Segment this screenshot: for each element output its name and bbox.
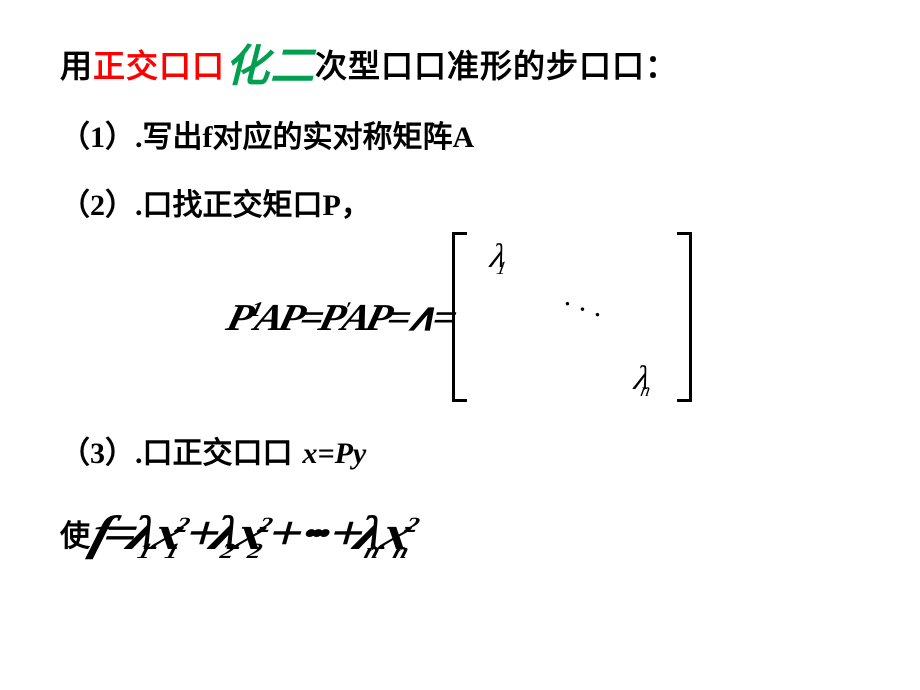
slide-title: 用正交口口化二次型口口准形的步口口： — [60, 30, 870, 94]
step-3-number: （3）. — [60, 437, 143, 470]
matrix-equation-block: P1AP=P'AP=∧= λ1 ··· λn — [60, 232, 870, 402]
step-2: （2）.口找正交矩口P， — [60, 180, 870, 224]
step-2-text: 口找正交矩口 — [143, 189, 323, 222]
title-post: 次型口口准形的步口口： — [315, 41, 678, 87]
step-1-number: （1）. — [60, 121, 143, 154]
lambda-1-sub: 1 — [495, 258, 508, 279]
matrix-brackets: λ1 ··· λn — [452, 232, 692, 402]
final-label: 使 — [60, 511, 90, 555]
step-3: （3）.口正交口口 x=Py — [60, 428, 870, 472]
matrix-equation: P1AP=P'AP=∧= λ1 ··· λn — [238, 232, 693, 402]
lambda-n: λn — [632, 360, 663, 398]
matrix-interior: λ1 ··· λn — [467, 232, 677, 402]
final-equation: f=λ1x12+λ2x22+ ··· +λnxn2 — [85, 505, 425, 561]
bracket-right — [677, 232, 692, 402]
step-2-number: （2）. — [60, 189, 143, 222]
title-red-emphasis: 正交口口 — [93, 41, 225, 87]
step-1-text-b: 对应的实对称矩阵 — [213, 121, 453, 154]
matrix-eq-lhs: P1AP=P'AP=∧= — [222, 295, 458, 340]
step-1-text-a: 写出 — [143, 121, 203, 154]
bracket-left — [452, 232, 467, 402]
step-1: （1）.写出f对应的实对称矩阵A — [60, 112, 870, 156]
final-row: 使 f=λ1x12+λ2x22+ ··· +λnxn2 — [60, 506, 870, 559]
step-3-text: 口正交口口 — [143, 437, 293, 470]
step-3-math: x=Py — [303, 437, 367, 471]
slide-page: 用正交口口化二次型口口准形的步口口： （1）.写出f对应的实对称矩阵A （2）.… — [0, 0, 920, 579]
step-1-var-A: A — [453, 121, 475, 154]
step-2-var-P: P， — [323, 189, 371, 222]
diagonal-dots: ··· — [557, 287, 614, 335]
step-1-var-f: f — [203, 121, 213, 154]
lambda-1: λ1 — [488, 238, 519, 276]
title-green-emphasis: 化二 — [225, 30, 315, 94]
title-pre: 用 — [60, 41, 93, 87]
final-dots: + ··· + — [262, 506, 364, 560]
